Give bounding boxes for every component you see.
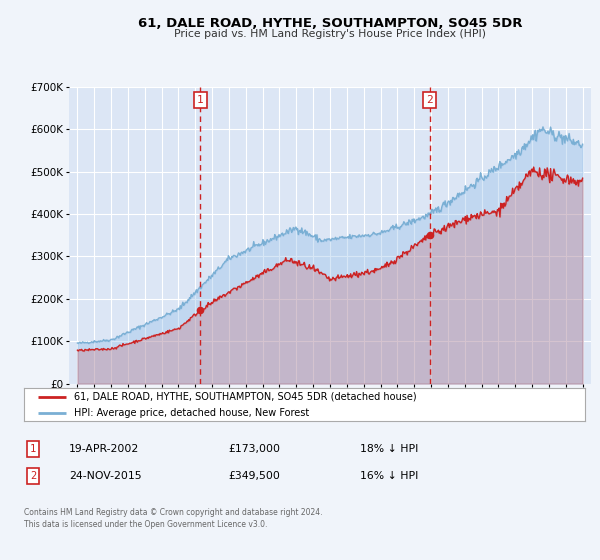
Text: 2: 2 bbox=[427, 95, 433, 105]
Text: 1: 1 bbox=[197, 95, 204, 105]
Text: 61, DALE ROAD, HYTHE, SOUTHAMPTON, SO45 5DR (detached house): 61, DALE ROAD, HYTHE, SOUTHAMPTON, SO45 … bbox=[74, 391, 417, 402]
Text: 16% ↓ HPI: 16% ↓ HPI bbox=[360, 471, 418, 481]
Text: HPI: Average price, detached house, New Forest: HPI: Average price, detached house, New … bbox=[74, 408, 310, 418]
Text: Price paid vs. HM Land Registry's House Price Index (HPI): Price paid vs. HM Land Registry's House … bbox=[174, 29, 486, 39]
Text: 61, DALE ROAD, HYTHE, SOUTHAMPTON, SO45 5DR: 61, DALE ROAD, HYTHE, SOUTHAMPTON, SO45 … bbox=[138, 17, 522, 30]
Text: 19-APR-2002: 19-APR-2002 bbox=[69, 444, 139, 454]
Text: 18% ↓ HPI: 18% ↓ HPI bbox=[360, 444, 418, 454]
Text: Contains HM Land Registry data © Crown copyright and database right 2024.
This d: Contains HM Land Registry data © Crown c… bbox=[24, 508, 323, 529]
Text: £173,000: £173,000 bbox=[228, 444, 280, 454]
Text: 24-NOV-2015: 24-NOV-2015 bbox=[69, 471, 142, 481]
Text: £349,500: £349,500 bbox=[228, 471, 280, 481]
Text: 2: 2 bbox=[30, 471, 36, 481]
Text: 1: 1 bbox=[30, 444, 36, 454]
